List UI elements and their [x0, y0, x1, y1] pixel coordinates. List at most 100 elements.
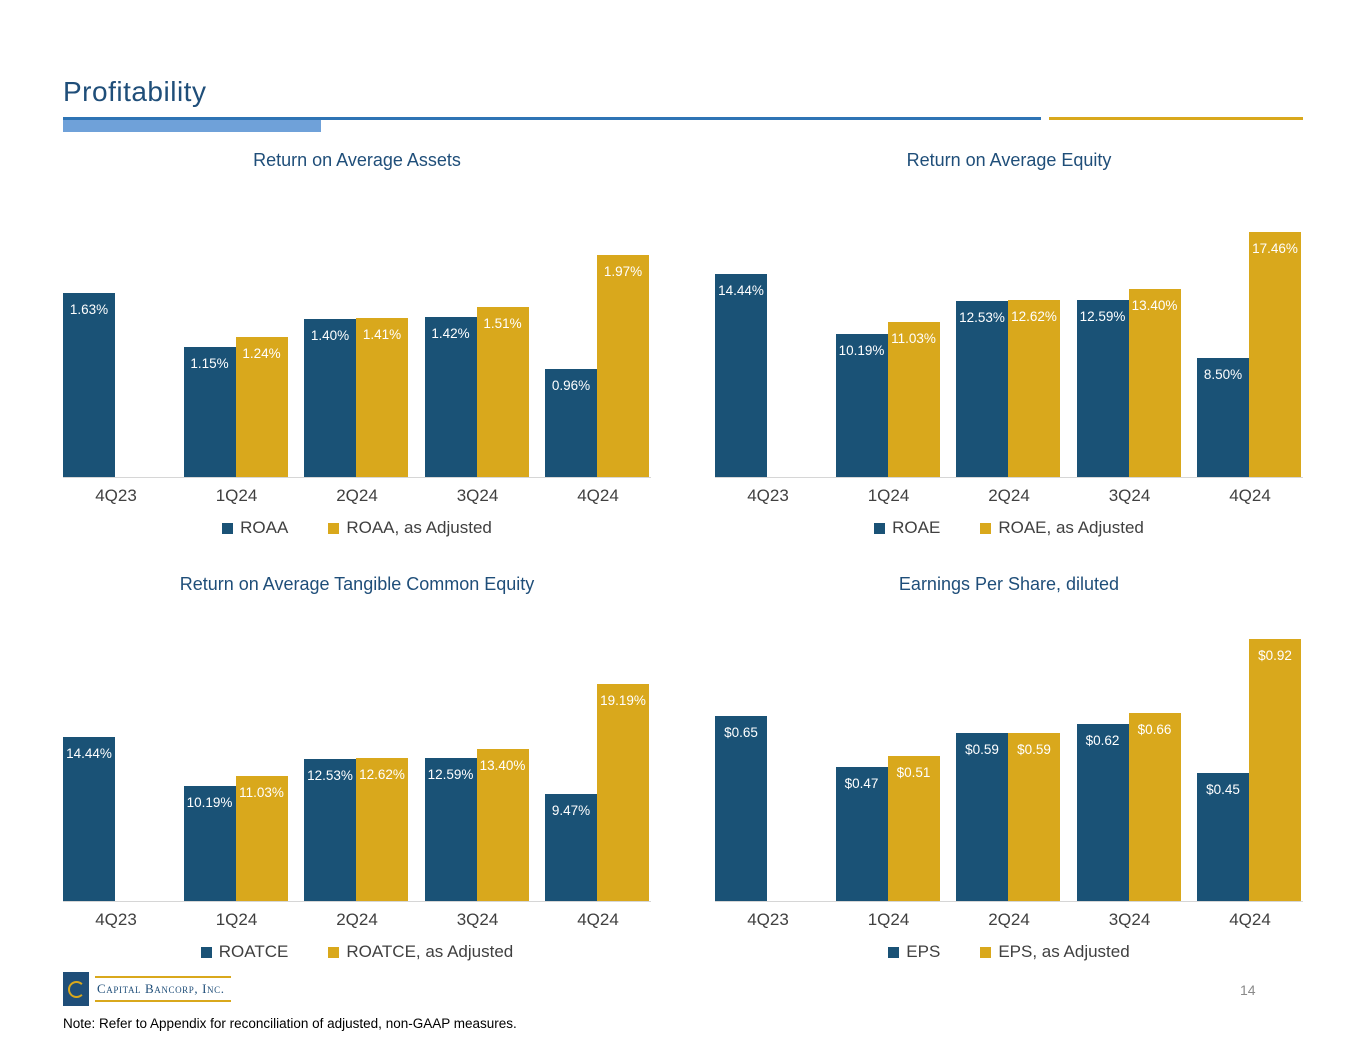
bar-value-label: 12.59%: [1079, 309, 1126, 325]
bar: 14.44%: [715, 274, 767, 477]
bar-value-label: 1.63%: [69, 302, 109, 318]
category-label: 2Q24: [336, 486, 378, 505]
bar-value-label: 1.15%: [190, 356, 229, 372]
bar-value-label: 12.62%: [359, 767, 405, 783]
bar-group: 14.44%: [715, 178, 821, 477]
bar-group: 1.40% 1.41%: [304, 178, 410, 477]
category-label: 2Q24: [988, 486, 1030, 505]
logo-mark-icon: [63, 972, 89, 1006]
bar-group: 12.53% 12.62%: [304, 602, 410, 901]
legend-label: EPS: [906, 942, 941, 961]
bar: 1.41%: [356, 317, 408, 477]
bar-group: 12.53% 12.62%: [956, 178, 1062, 477]
charts-grid: Return on Average Assets 1.63% 1.15% 1.24%…: [63, 146, 1303, 962]
bar: 12.59%: [1076, 300, 1129, 477]
bar-value-label: 1.24%: [242, 346, 281, 362]
legend-swatch-icon: [980, 522, 992, 534]
bar-value-label: 19.19%: [600, 692, 646, 708]
legend-swatch-icon: [888, 946, 900, 958]
legend-label: ROAE, as Adjusted: [998, 518, 1144, 537]
logo-text: Capital Bancorp, Inc.: [95, 976, 231, 1002]
bar-value-label: $0.51: [896, 764, 931, 780]
bar-value-label: $0.59: [1017, 742, 1051, 757]
bar: 1.97%: [597, 254, 649, 477]
bar: 19.19%: [597, 683, 649, 901]
bar-value-label: 17.46%: [1252, 240, 1298, 256]
legend-label: ROAA, as Adjusted: [346, 518, 492, 537]
bar-value-label: $0.92: [1258, 648, 1292, 664]
footnote: Note: Refer to Appendix for reconciliati…: [63, 1016, 517, 1031]
bar: $0.92: [1249, 639, 1301, 901]
bar-value-label: 14.44%: [718, 283, 764, 299]
bar-value-label: 1.51%: [483, 315, 522, 331]
chart-title: Return on Average Tangible Common Equity: [179, 574, 535, 594]
legend-swatch-icon: [980, 946, 992, 958]
legend-swatch-icon: [222, 522, 234, 534]
x-axis-labels: 4Q23 1Q24 2Q24 3Q24 4Q24: [63, 486, 651, 506]
roaa-chart: Return on Average Assets 1.63% 1.15% 1.24%…: [63, 146, 651, 538]
page-number: 14: [1240, 982, 1256, 998]
bar: 1.42%: [424, 316, 477, 477]
bar-value-label: 13.40%: [479, 758, 526, 774]
bar-group: $0.62 $0.66: [1076, 602, 1183, 901]
bar: $0.59: [956, 733, 1008, 901]
divider-lightblue-bar: [63, 120, 321, 132]
bar: 0.96%: [545, 368, 597, 477]
bar-value-label: 8.50%: [1203, 366, 1243, 382]
divider-blue-line: [63, 117, 1041, 120]
bar: 1.15%: [183, 347, 236, 477]
bar: 13.40%: [476, 749, 529, 901]
category-label: 3Q24: [1108, 910, 1151, 929]
bar: 10.19%: [835, 333, 888, 477]
bar-value-label: 1.41%: [362, 326, 402, 342]
bar-value-label: 0.96%: [551, 377, 591, 393]
bar-group: 14.44%: [63, 602, 169, 901]
legend: EPS EPS, as Adjusted: [715, 942, 1303, 962]
bar: 13.40%: [1128, 288, 1181, 477]
category-label: 3Q24: [1108, 486, 1151, 505]
legend-item: EPS, as Adjusted: [980, 942, 1130, 962]
bar: $0.62: [1076, 724, 1129, 901]
bar-value-label: 12.53%: [307, 768, 353, 784]
legend-label: ROAE: [892, 518, 941, 537]
bar-value-label: 1.97%: [603, 263, 643, 279]
bar: 1.51%: [476, 306, 529, 477]
category-label: 2Q24: [336, 910, 378, 929]
legend-label: EPS, as Adjusted: [998, 942, 1130, 961]
bar-value-label: 12.53%: [959, 310, 1005, 326]
legend-label: ROATCE: [218, 942, 289, 961]
bar-group: 1.15% 1.24%: [183, 178, 290, 477]
roae-chart: Return on Average Equity 14.44% 10.19% 11.…: [715, 146, 1303, 538]
bar-value-label: 1.40%: [310, 328, 350, 344]
legend: ROAE ROAE, as Adjusted: [715, 518, 1303, 538]
bar-group: 12.59% 13.40%: [1076, 178, 1183, 477]
bar: 12.62%: [1008, 299, 1060, 477]
category-label: 1Q24: [867, 910, 910, 929]
legend-item: ROAA: [222, 518, 288, 538]
bar-value-label: 10.19%: [838, 342, 885, 358]
plot-area: 1.63% 1.15% 1.24% 1.40% 1.41% 1.42% 1.51% 0.96%…: [63, 178, 651, 478]
legend-label: ROATCE, as Adjusted: [346, 942, 514, 961]
bar-group: 8.50% 17.46%: [1197, 178, 1303, 477]
legend: ROATCE ROATCE, as Adjusted: [63, 942, 651, 962]
bar-value-label: $0.47: [844, 776, 879, 792]
bar: 11.03%: [235, 776, 288, 901]
category-label: 1Q24: [215, 486, 258, 505]
legend-item: ROAE, as Adjusted: [980, 518, 1144, 538]
legend-label: ROAA: [240, 518, 289, 537]
bar-value-label: $0.66: [1137, 722, 1172, 738]
bar-group: $0.65: [715, 602, 821, 901]
category-label: 4Q24: [1229, 486, 1271, 505]
legend-swatch-icon: [328, 946, 340, 958]
category-label: 4Q23: [747, 486, 789, 505]
bar-value-label: 13.40%: [1131, 297, 1178, 313]
bar-value-label: $0.59: [965, 742, 999, 757]
bar-value-label: 9.47%: [551, 802, 591, 818]
category-label: 4Q23: [747, 910, 789, 929]
roatce-chart: Return on Average Tangible Common Equity…: [63, 570, 651, 962]
bar-value-label: 14.44%: [66, 746, 112, 762]
bar-value-label: 11.03%: [891, 331, 936, 347]
bar: 17.46%: [1249, 231, 1301, 477]
bar: 8.50%: [1197, 357, 1249, 477]
legend-item: ROATCE: [200, 942, 289, 962]
